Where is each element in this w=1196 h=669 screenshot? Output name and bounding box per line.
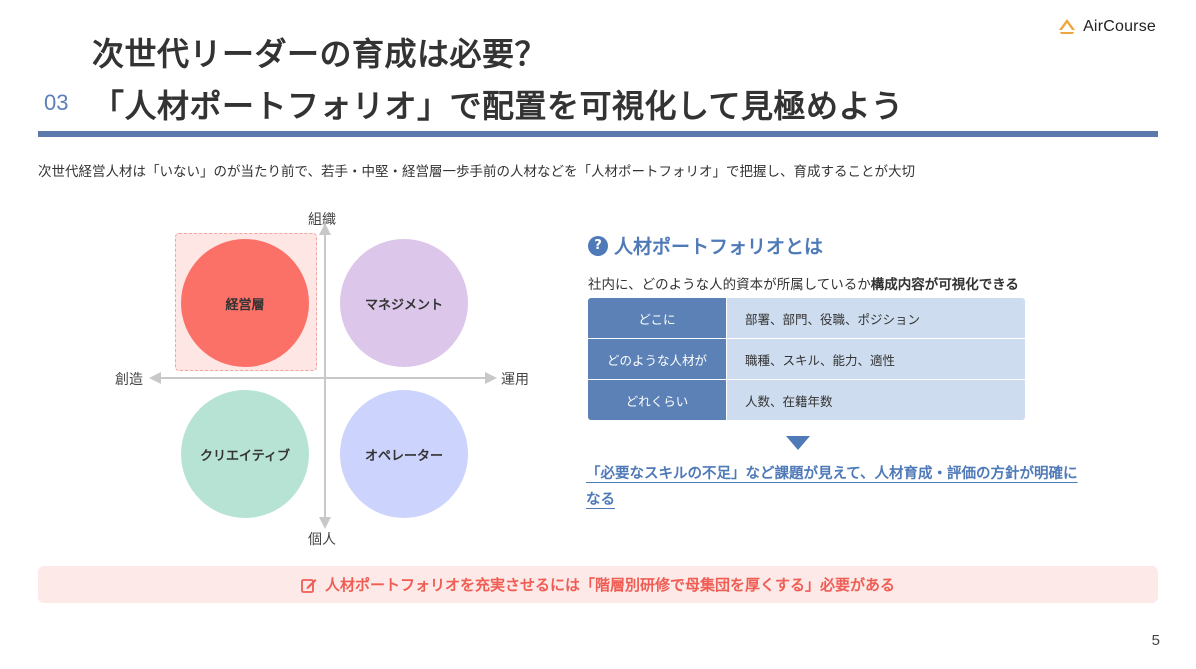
axis-label-bottom: 個人 (308, 532, 336, 548)
portfolio-description: 社内に、どのような人的資本が所属しているか構成内容が可視化できる (588, 273, 1019, 293)
banner-text: 人材ポートフォリオを充実させるには「階層別研修で母集団を厚くする」必要がある (324, 576, 895, 594)
down-arrow-icon (786, 436, 810, 450)
pen-icon (301, 578, 317, 593)
result-text: 「必要なスキルの不足」など課題が見えて、人材育成・評価の方針が明確になる (586, 466, 1078, 508)
table-key: どのような人材が (588, 339, 727, 379)
quadrant-operator: オペレーター (340, 390, 468, 518)
table-value: 人数、在籍年数 (727, 380, 1025, 420)
portfolio-heading: ? 人材ポートフォリオとは (588, 232, 823, 259)
section-number: 03 (44, 90, 69, 115)
portfolio-desc-bold: 構成内容が可視化できる (870, 277, 1019, 293)
quadrant-creative: クリエイティブ (181, 390, 309, 518)
axis-label-top: 組織 (308, 212, 336, 228)
matrix-axes (149, 223, 497, 529)
title-line-1: 次世代リーダーの育成は必要？ (92, 35, 548, 73)
page-number: 5 (1151, 632, 1160, 649)
portfolio-table: どこに 部署、部門、役職、ポジション どのような人材が 職種、スキル、能力、適性… (588, 298, 1025, 420)
table-key: どこに (588, 298, 727, 338)
page-title: 次世代リーダーの育成は必要？ 「人材ポートフォリオ」で配置を可視化して見極めよう (92, 28, 904, 132)
title-divider (38, 131, 1158, 137)
lead-text: 次世代経営人材は「いない」のが当たり前で、若手・中堅・経営層一歩手前の人材などを… (38, 164, 915, 180)
aircourse-logo-icon (1059, 19, 1076, 34)
portfolio-desc-prefix: 社内に、どのような人的資本が所属しているか (588, 277, 871, 293)
question-icon: ? (588, 235, 608, 256)
axis-label-right: 運用 (501, 372, 529, 388)
talent-matrix: 組織 個人 創造 運用 経営層 マネジメント クリエイティブ オペレーター (105, 205, 545, 550)
table-row: どのような人材が 職種、スキル、能力、適性 (588, 339, 1025, 380)
quadrant-management: マネジメント (340, 239, 468, 367)
table-value: 部署、部門、役職、ポジション (727, 298, 1025, 338)
table-row: どれくらい 人数、在籍年数 (588, 380, 1025, 420)
brand-logo: AirCourse (1057, 18, 1156, 36)
quadrant-executive: 経営層 (181, 239, 309, 367)
table-value: 職種、スキル、能力、適性 (727, 339, 1025, 379)
brand-name: AirCourse (1083, 18, 1156, 35)
table-key: どれくらい (588, 380, 727, 420)
portfolio-result: 「必要なスキルの不足」など課題が見えて、人材育成・評価の方針が明確になる (586, 461, 1086, 513)
title-line-2: 「人材ポートフォリオ」で配置を可視化して見極めよう (92, 87, 904, 125)
key-message-banner: 人材ポートフォリオを充実させるには「階層別研修で母集団を厚くする」必要がある (38, 566, 1158, 603)
axis-label-left: 創造 (115, 372, 143, 388)
portfolio-title: 人材ポートフォリオとは (614, 236, 824, 258)
table-row: どこに 部署、部門、役職、ポジション (588, 298, 1025, 339)
